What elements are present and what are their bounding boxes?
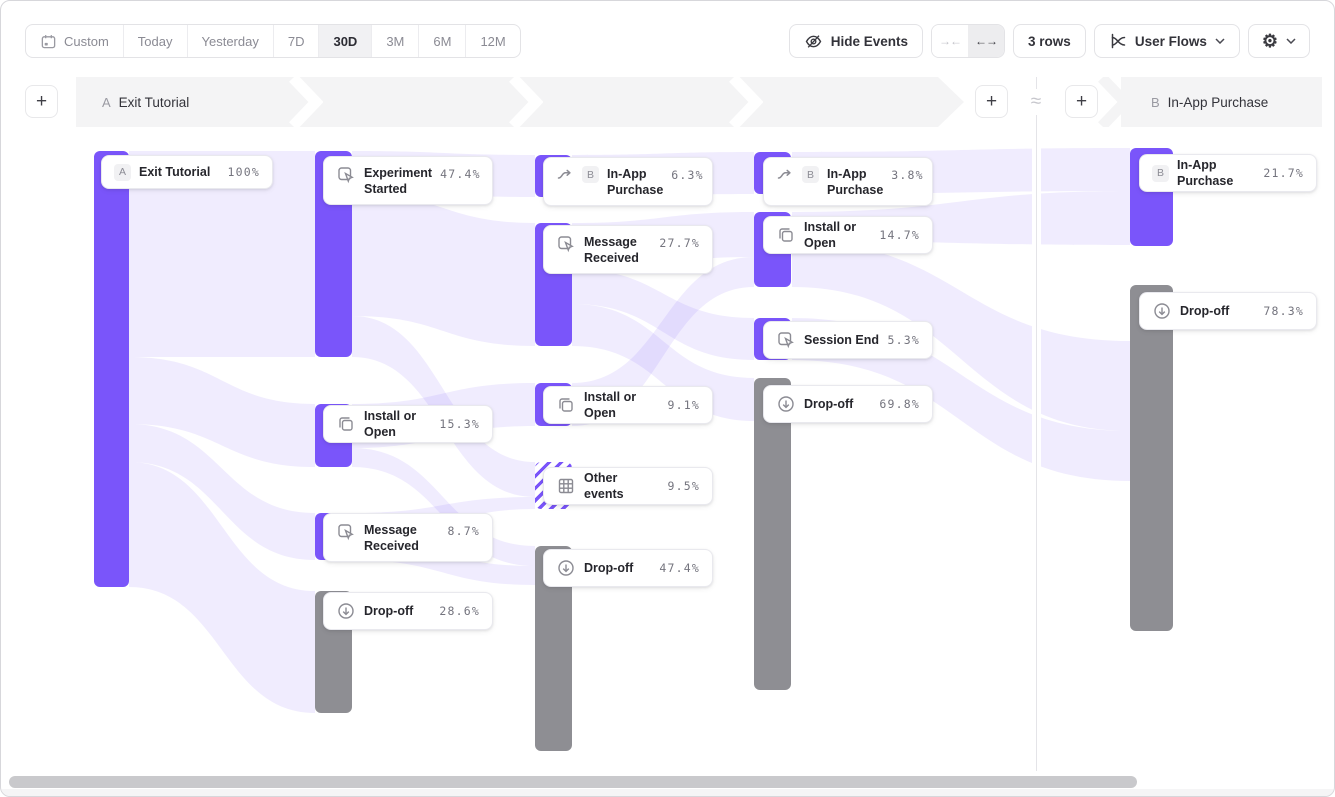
user-flows-icon <box>1111 33 1126 49</box>
series-b-badge: B <box>582 166 599 183</box>
series-a-badge: A <box>114 163 131 181</box>
flow-gap-divider <box>1032 77 1041 771</box>
date-range-3m[interactable]: 3M <box>372 25 420 57</box>
windows-icon <box>336 414 356 434</box>
plus-icon: + <box>985 90 998 112</box>
flow-b-badge: B <box>1151 94 1160 110</box>
flow-bar-exit-tutorial[interactable] <box>94 151 129 587</box>
approx-gap-icon: ≈ <box>1023 89 1049 115</box>
flow-a-title: Exit Tutorial <box>118 94 190 110</box>
dropoff-icon <box>776 394 796 414</box>
step-chevron-icon <box>509 77 543 127</box>
collapse-expand-toggle: →← ←→ <box>931 24 1006 58</box>
horizontal-scrollbar[interactable] <box>9 776 1137 788</box>
window-bottom-edge <box>1 789 1334 796</box>
flow-bar-dropoff-b[interactable] <box>1130 285 1173 631</box>
gear-icon: ⚙ <box>1261 31 1278 51</box>
flow-node-install-or-open-2[interactable]: Install or Open 15.3% <box>323 405 493 443</box>
date-range-12m[interactable]: 12M <box>480 33 506 49</box>
date-range-yesterday[interactable]: Yesterday <box>188 25 274 57</box>
flow-node-install-or-open-3[interactable]: Install or Open 9.1% <box>543 386 713 424</box>
eye-off-icon <box>805 34 822 48</box>
flow-node-install-or-open-4[interactable]: Install or Open 14.7% <box>763 216 933 254</box>
event-icon <box>336 165 356 185</box>
series-b-badge: B <box>802 166 819 183</box>
collapse-columns-button[interactable]: →← <box>932 25 969 57</box>
collapse-arrows-icon: →← <box>939 34 962 48</box>
rows-button[interactable]: 3 rows <box>1013 24 1086 58</box>
add-step-middle-left-button[interactable]: + <box>975 85 1008 118</box>
flow-bar-dropoff-4[interactable] <box>754 378 791 690</box>
windows-icon <box>776 225 796 245</box>
date-range-label: Custom <box>64 33 109 49</box>
expand-columns-button[interactable]: ←→ <box>968 25 1005 57</box>
dropoff-icon <box>556 558 576 578</box>
flow-node-in-app-purchase-b[interactable]: B In-App Purchase 21.7% <box>1139 154 1317 192</box>
date-range-today[interactable]: Today <box>124 25 188 57</box>
flow-arrow-icon <box>776 166 794 184</box>
flow-node-session-end-4[interactable]: Session End 5.3% <box>763 321 933 359</box>
dropoff-icon <box>1152 301 1172 321</box>
flow-node-exit-tutorial[interactable]: A Exit Tutorial 100% <box>101 155 273 189</box>
windows-icon <box>556 395 576 415</box>
flow-arrow-icon <box>556 166 574 184</box>
event-icon <box>336 522 356 542</box>
step-chevron-icon <box>729 77 763 127</box>
flow-b-header-band[interactable]: B In-App Purchase <box>1121 77 1322 127</box>
view-mode-dropdown[interactable]: User Flows <box>1093 24 1240 58</box>
plus-icon: + <box>1075 90 1088 112</box>
flow-node-dropoff-3[interactable]: Drop-off 47.4% <box>543 549 713 587</box>
flow-node-other-events-3[interactable]: Other events 9.5% <box>543 467 713 505</box>
date-range-6m[interactable]: 6M <box>419 25 467 57</box>
flow-b-title: In-App Purchase <box>1167 94 1269 110</box>
date-range-picker: Custom Today Yesterday 7D 30D 3M 6M 12M <box>25 24 521 58</box>
flow-node-dropoff-2[interactable]: Drop-off 28.6% <box>323 592 493 630</box>
date-range-7d[interactable]: 7D <box>274 25 320 57</box>
calendar-icon <box>41 34 56 48</box>
event-icon <box>776 330 796 350</box>
series-b-badge: B <box>1152 164 1169 182</box>
dropoff-icon <box>336 601 356 621</box>
chevron-down-icon <box>1286 38 1296 44</box>
step-chevron-icon <box>289 77 323 127</box>
chevron-down-icon <box>1215 38 1225 44</box>
toolbar-right-group: Hide Events →← ←→ 3 rows User Fl <box>788 24 1310 58</box>
flow-a-badge: A <box>102 94 111 110</box>
settings-dropdown[interactable]: ⚙ <box>1247 24 1310 58</box>
add-step-left-button[interactable]: + <box>25 85 58 118</box>
flow-node-dropoff-4[interactable]: Drop-off 69.8% <box>763 385 933 423</box>
flow-node-experiment-started[interactable]: Experiment Started 47.4% <box>323 156 493 205</box>
date-range-custom[interactable]: Custom <box>26 25 124 57</box>
event-icon <box>556 234 576 254</box>
toolbar: Custom Today Yesterday 7D 30D 3M 6M 12M … <box>25 24 1310 58</box>
grid-icon <box>556 476 576 496</box>
add-step-middle-right-button[interactable]: + <box>1065 85 1098 118</box>
flow-node-in-app-purchase-3[interactable]: B In-App Purchase 6.3% <box>543 157 713 206</box>
expand-arrows-icon: ←→ <box>975 34 998 48</box>
flow-node-dropoff-b[interactable]: Drop-off 78.3% <box>1139 292 1317 330</box>
flow-node-in-app-purchase-4[interactable]: B In-App Purchase 3.8% <box>763 157 933 206</box>
flow-node-message-received-3[interactable]: Message Received 27.7% <box>543 225 713 274</box>
flow-node-message-received-2[interactable]: Message Received 8.7% <box>323 513 493 562</box>
date-range-30d[interactable]: 30D <box>319 25 373 57</box>
hide-events-button[interactable]: Hide Events <box>788 24 924 58</box>
plus-icon: + <box>35 90 48 112</box>
